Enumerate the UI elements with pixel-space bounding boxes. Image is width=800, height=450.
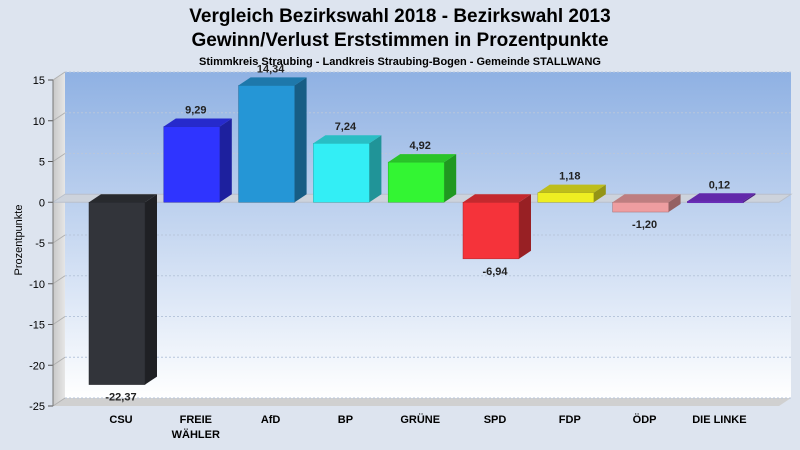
bar-top <box>612 194 681 203</box>
category-label: CSU <box>109 414 132 426</box>
y-axis-ticks: 15 10 5 0 -5 -10 -15 -20 -25 <box>29 75 54 413</box>
category-label: DIE LINKE <box>692 414 746 426</box>
y-tick-label: -10 <box>29 279 45 291</box>
y-tick-label: -20 <box>29 360 45 372</box>
bar <box>612 194 681 213</box>
bar <box>387 154 457 203</box>
gridline-wall <box>52 397 66 407</box>
bar-front <box>687 201 744 204</box>
bar-top <box>537 184 606 193</box>
y-tick-label: 5 <box>39 157 45 169</box>
value-label: 4,92 <box>409 140 430 152</box>
bar-top <box>89 194 157 203</box>
value-label: -6,94 <box>482 266 508 278</box>
y-tick-label: 15 <box>33 75 45 87</box>
gridline-wall <box>52 275 66 285</box>
category-label: FREIE <box>180 414 212 426</box>
bar-side <box>743 193 756 203</box>
category-label: FDP <box>559 414 581 426</box>
category-label: AfD <box>261 414 281 426</box>
y-tick-label: -25 <box>29 401 45 413</box>
bar <box>313 135 382 203</box>
bar-side <box>145 194 157 385</box>
value-label: 7,24 <box>335 121 357 133</box>
bar <box>163 118 232 203</box>
bar-front <box>238 85 295 203</box>
bar-side <box>294 77 307 203</box>
y-tick-label: 0 <box>39 197 45 209</box>
gridline-wall <box>52 71 66 81</box>
y-tick-label: 10 <box>33 116 45 128</box>
bar-front <box>88 202 146 385</box>
bar <box>687 193 756 204</box>
gridline-wall <box>52 356 66 366</box>
bar-side <box>668 194 681 213</box>
bars <box>88 77 756 385</box>
value-label: -1,20 <box>632 219 657 231</box>
bar-top <box>238 77 307 86</box>
bar-front <box>163 126 221 203</box>
value-labels: -22,37 9,29 14,34 7,24 4,92 -6,94 1,18 -1,20 0,1… <box>105 63 730 403</box>
bar-side <box>444 154 457 203</box>
gridline-wall <box>52 153 66 162</box>
bar-top <box>463 194 531 203</box>
bar-top <box>313 135 382 144</box>
bar-side <box>369 135 382 203</box>
gridline-wall <box>52 234 66 244</box>
chart-title-line1: Vergleich Bezirkswahl 2018 - Bezirkswahl… <box>189 6 610 27</box>
gridline-wall <box>52 112 66 122</box>
category-label: BP <box>338 414 353 426</box>
category-label: GRÜNE <box>400 413 440 426</box>
bar-front <box>537 192 595 203</box>
bar-front <box>612 202 669 213</box>
bar <box>238 77 307 203</box>
category-labels: CSU FREIE WÄHLER AfD BP GRÜNE SPD FDP ÖDP DIE LIN… <box>109 413 746 441</box>
category-label: SPD <box>484 414 507 426</box>
bar-top <box>163 118 232 127</box>
bar-top <box>687 193 756 202</box>
category-label: ÖDP <box>633 413 657 426</box>
bar-front <box>387 161 445 203</box>
plot-background <box>53 72 791 406</box>
y-axis-label: Prozentpunkte <box>13 205 25 276</box>
value-label: -22,37 <box>105 392 136 404</box>
value-label: 9,29 <box>185 105 206 117</box>
y-tick-label: -15 <box>29 320 45 332</box>
value-label: 1,18 <box>559 171 580 183</box>
bar-top <box>388 154 457 163</box>
value-label: 0,12 <box>709 179 730 191</box>
bar-side <box>519 194 531 259</box>
value-label: 14,34 <box>257 63 285 75</box>
bar-front <box>462 202 520 260</box>
category-label-line2: WÄHLER <box>172 428 220 441</box>
gridline-wall <box>52 316 66 325</box>
chart-title-line2: Gewinn/Verlust Erststimmen in Prozentpun… <box>191 30 608 51</box>
bar <box>462 194 531 260</box>
plot-floor <box>53 398 791 406</box>
bar-side <box>593 184 606 203</box>
bar <box>88 194 157 385</box>
chart-subtitle: Stimmkreis Straubing - Landkreis Straubi… <box>199 56 601 68</box>
y-tick-label: -5 <box>35 238 45 250</box>
bar <box>537 184 606 203</box>
bar-front <box>313 142 370 203</box>
bar-side <box>219 118 232 203</box>
